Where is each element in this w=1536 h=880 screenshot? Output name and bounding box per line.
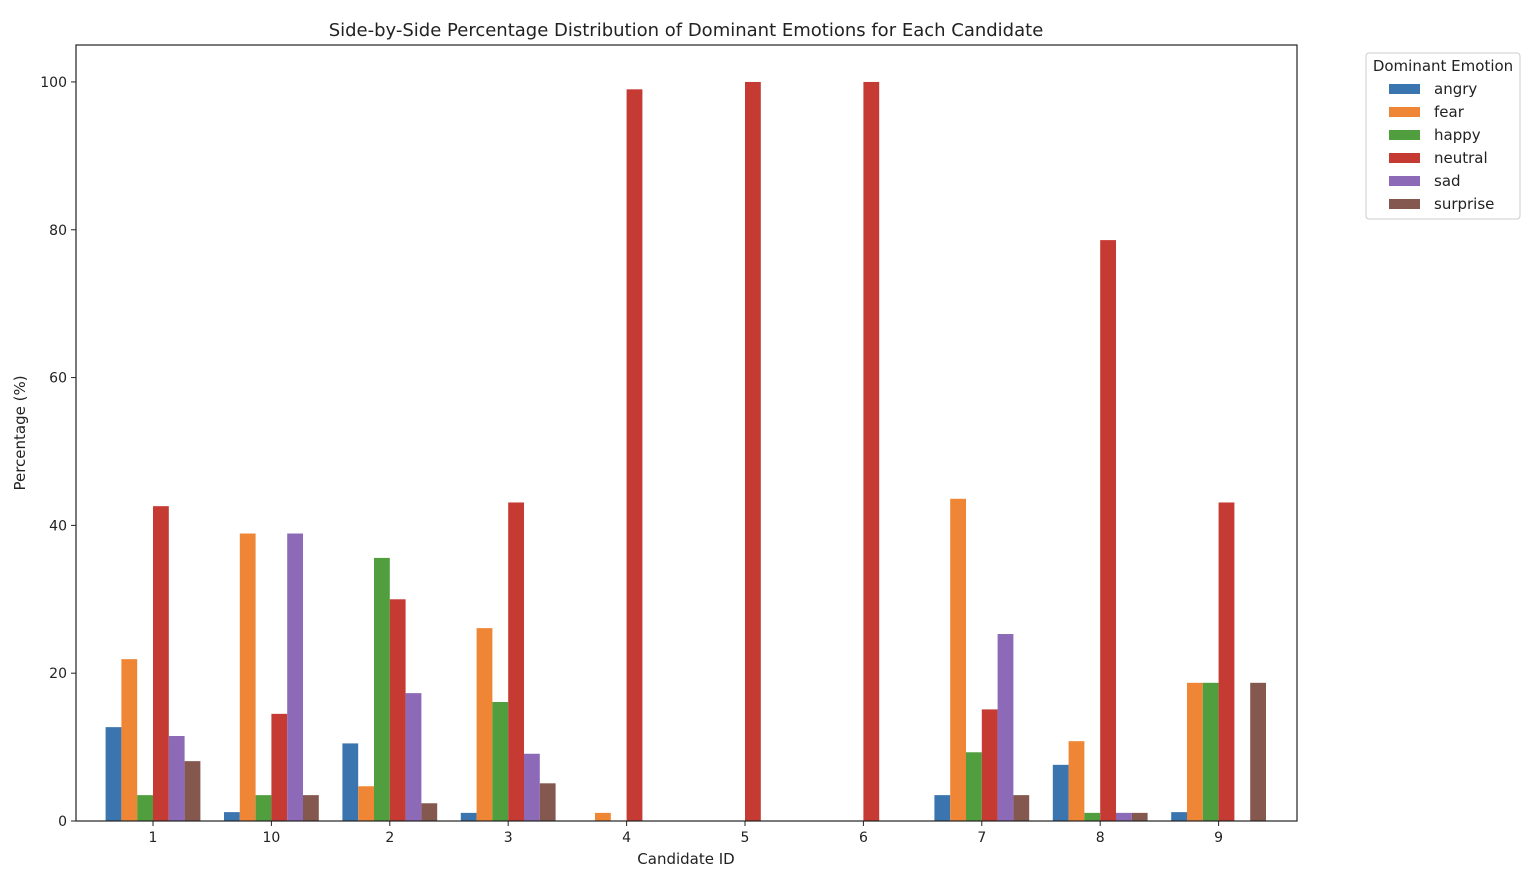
legend-swatch-angry [1389, 84, 1420, 94]
bar-angry-candidate-1 [105, 727, 122, 821]
bar-fear-candidate-4 [595, 812, 611, 821]
bar-neutral-candidate-1 [153, 506, 169, 821]
legend-title: Dominant Emotion [1373, 57, 1513, 75]
bar-happy-candidate-1 [137, 795, 153, 821]
bar-surprise-candidate-8 [1131, 812, 1148, 821]
legend-swatch-happy [1389, 130, 1420, 140]
bar-happy-candidate-9 [1202, 682, 1219, 821]
bar-angry-candidate-8 [1052, 764, 1069, 821]
bar-fear-candidate-7 [950, 498, 966, 821]
y-axis: 0 20 40 60 80 100 [40, 75, 76, 830]
x-tick-label: 6 [859, 830, 868, 846]
legend-swatch-fear [1389, 107, 1420, 117]
bar-surprise-candidate-7 [1013, 795, 1030, 821]
y-tick-label: 0 [58, 814, 67, 830]
legend-label-fear: fear [1434, 103, 1465, 121]
bar-neutral-candidate-7 [981, 709, 998, 821]
bar-sad-candidate-10 [287, 533, 303, 821]
chart-title: Side-by-Side Percentage Distribution of … [329, 20, 1044, 41]
bar-surprise-candidate-10 [303, 795, 319, 821]
bar-neutral-candidate-6 [863, 81, 880, 821]
bar-fear-candidate-1 [121, 659, 138, 821]
legend-label-neutral: neutral [1434, 149, 1488, 167]
bar-sad-candidate-3 [524, 753, 540, 821]
bar-angry-candidate-10 [224, 812, 240, 821]
bar-surprise-candidate-9 [1250, 682, 1266, 821]
bar-neutral-candidate-10 [271, 713, 288, 821]
bar-angry-candidate-7 [934, 795, 951, 821]
x-tick-label: 3 [504, 830, 513, 846]
bar-neutral-candidate-5 [745, 81, 761, 821]
bar-sad-candidate-1 [168, 736, 185, 821]
x-tick-label: 8 [1096, 830, 1105, 846]
legend-swatch-sad [1389, 176, 1420, 186]
x-tick-label: 7 [977, 830, 986, 846]
legend-label-angry: angry [1434, 80, 1477, 98]
bar-neutral-candidate-4 [626, 89, 643, 822]
bar-fear-candidate-8 [1068, 741, 1085, 821]
bar-fear-candidate-9 [1187, 682, 1203, 821]
y-tick-label: 40 [49, 518, 67, 534]
bar-surprise-candidate-2 [421, 803, 438, 821]
legend-label-sad: sad [1434, 172, 1461, 190]
x-axis: 1 10 2 3 4 5 6 7 8 9 [149, 821, 1223, 846]
bar-angry-candidate-3 [460, 812, 477, 821]
y-axis-label: Percentage (%) [11, 375, 29, 490]
x-tick-label: 10 [262, 830, 280, 846]
plot-area-frame [75, 44, 1298, 822]
bar-angry-candidate-2 [342, 743, 359, 821]
bar-sad-candidate-8 [1116, 812, 1132, 821]
x-axis-label: Candidate ID [637, 850, 734, 868]
bar-sad-candidate-7 [997, 634, 1014, 821]
legend-label-surprise: surprise [1434, 195, 1494, 213]
bar-fear-candidate-10 [239, 533, 256, 821]
bar-fear-candidate-2 [358, 786, 374, 821]
x-tick-label: 5 [741, 830, 750, 846]
bar-happy-candidate-3 [492, 702, 509, 821]
bar-neutral-candidate-3 [508, 502, 524, 821]
bar-fear-candidate-3 [476, 628, 493, 821]
bar-neutral-candidate-2 [389, 599, 406, 821]
y-tick-label: 100 [40, 75, 67, 91]
bar-happy-candidate-8 [1084, 812, 1101, 821]
bar-surprise-candidate-1 [184, 761, 201, 821]
bar-neutral-candidate-8 [1100, 240, 1116, 822]
bar-happy-candidate-10 [255, 795, 272, 821]
bars-group [105, 81, 1266, 822]
x-tick-label: 2 [385, 830, 394, 846]
legend-swatch-surprise [1389, 199, 1420, 209]
y-tick-label: 80 [49, 223, 67, 239]
x-tick-label: 4 [622, 830, 631, 846]
bar-angry-candidate-9 [1171, 812, 1187, 821]
bar-happy-candidate-7 [966, 752, 982, 821]
legend-swatch-neutral [1389, 153, 1420, 163]
bar-neutral-candidate-9 [1218, 502, 1235, 821]
bar-sad-candidate-2 [405, 693, 422, 821]
legend-label-happy: happy [1434, 126, 1481, 144]
x-tick-label: 9 [1214, 830, 1223, 846]
y-tick-label: 20 [49, 666, 67, 682]
bar-surprise-candidate-3 [539, 783, 556, 821]
y-tick-label: 60 [49, 371, 67, 387]
bar-happy-candidate-2 [374, 557, 390, 821]
x-tick-label: 1 [149, 830, 158, 846]
legend: Dominant Emotion angry fear happy neutral sa… [1365, 52, 1521, 220]
